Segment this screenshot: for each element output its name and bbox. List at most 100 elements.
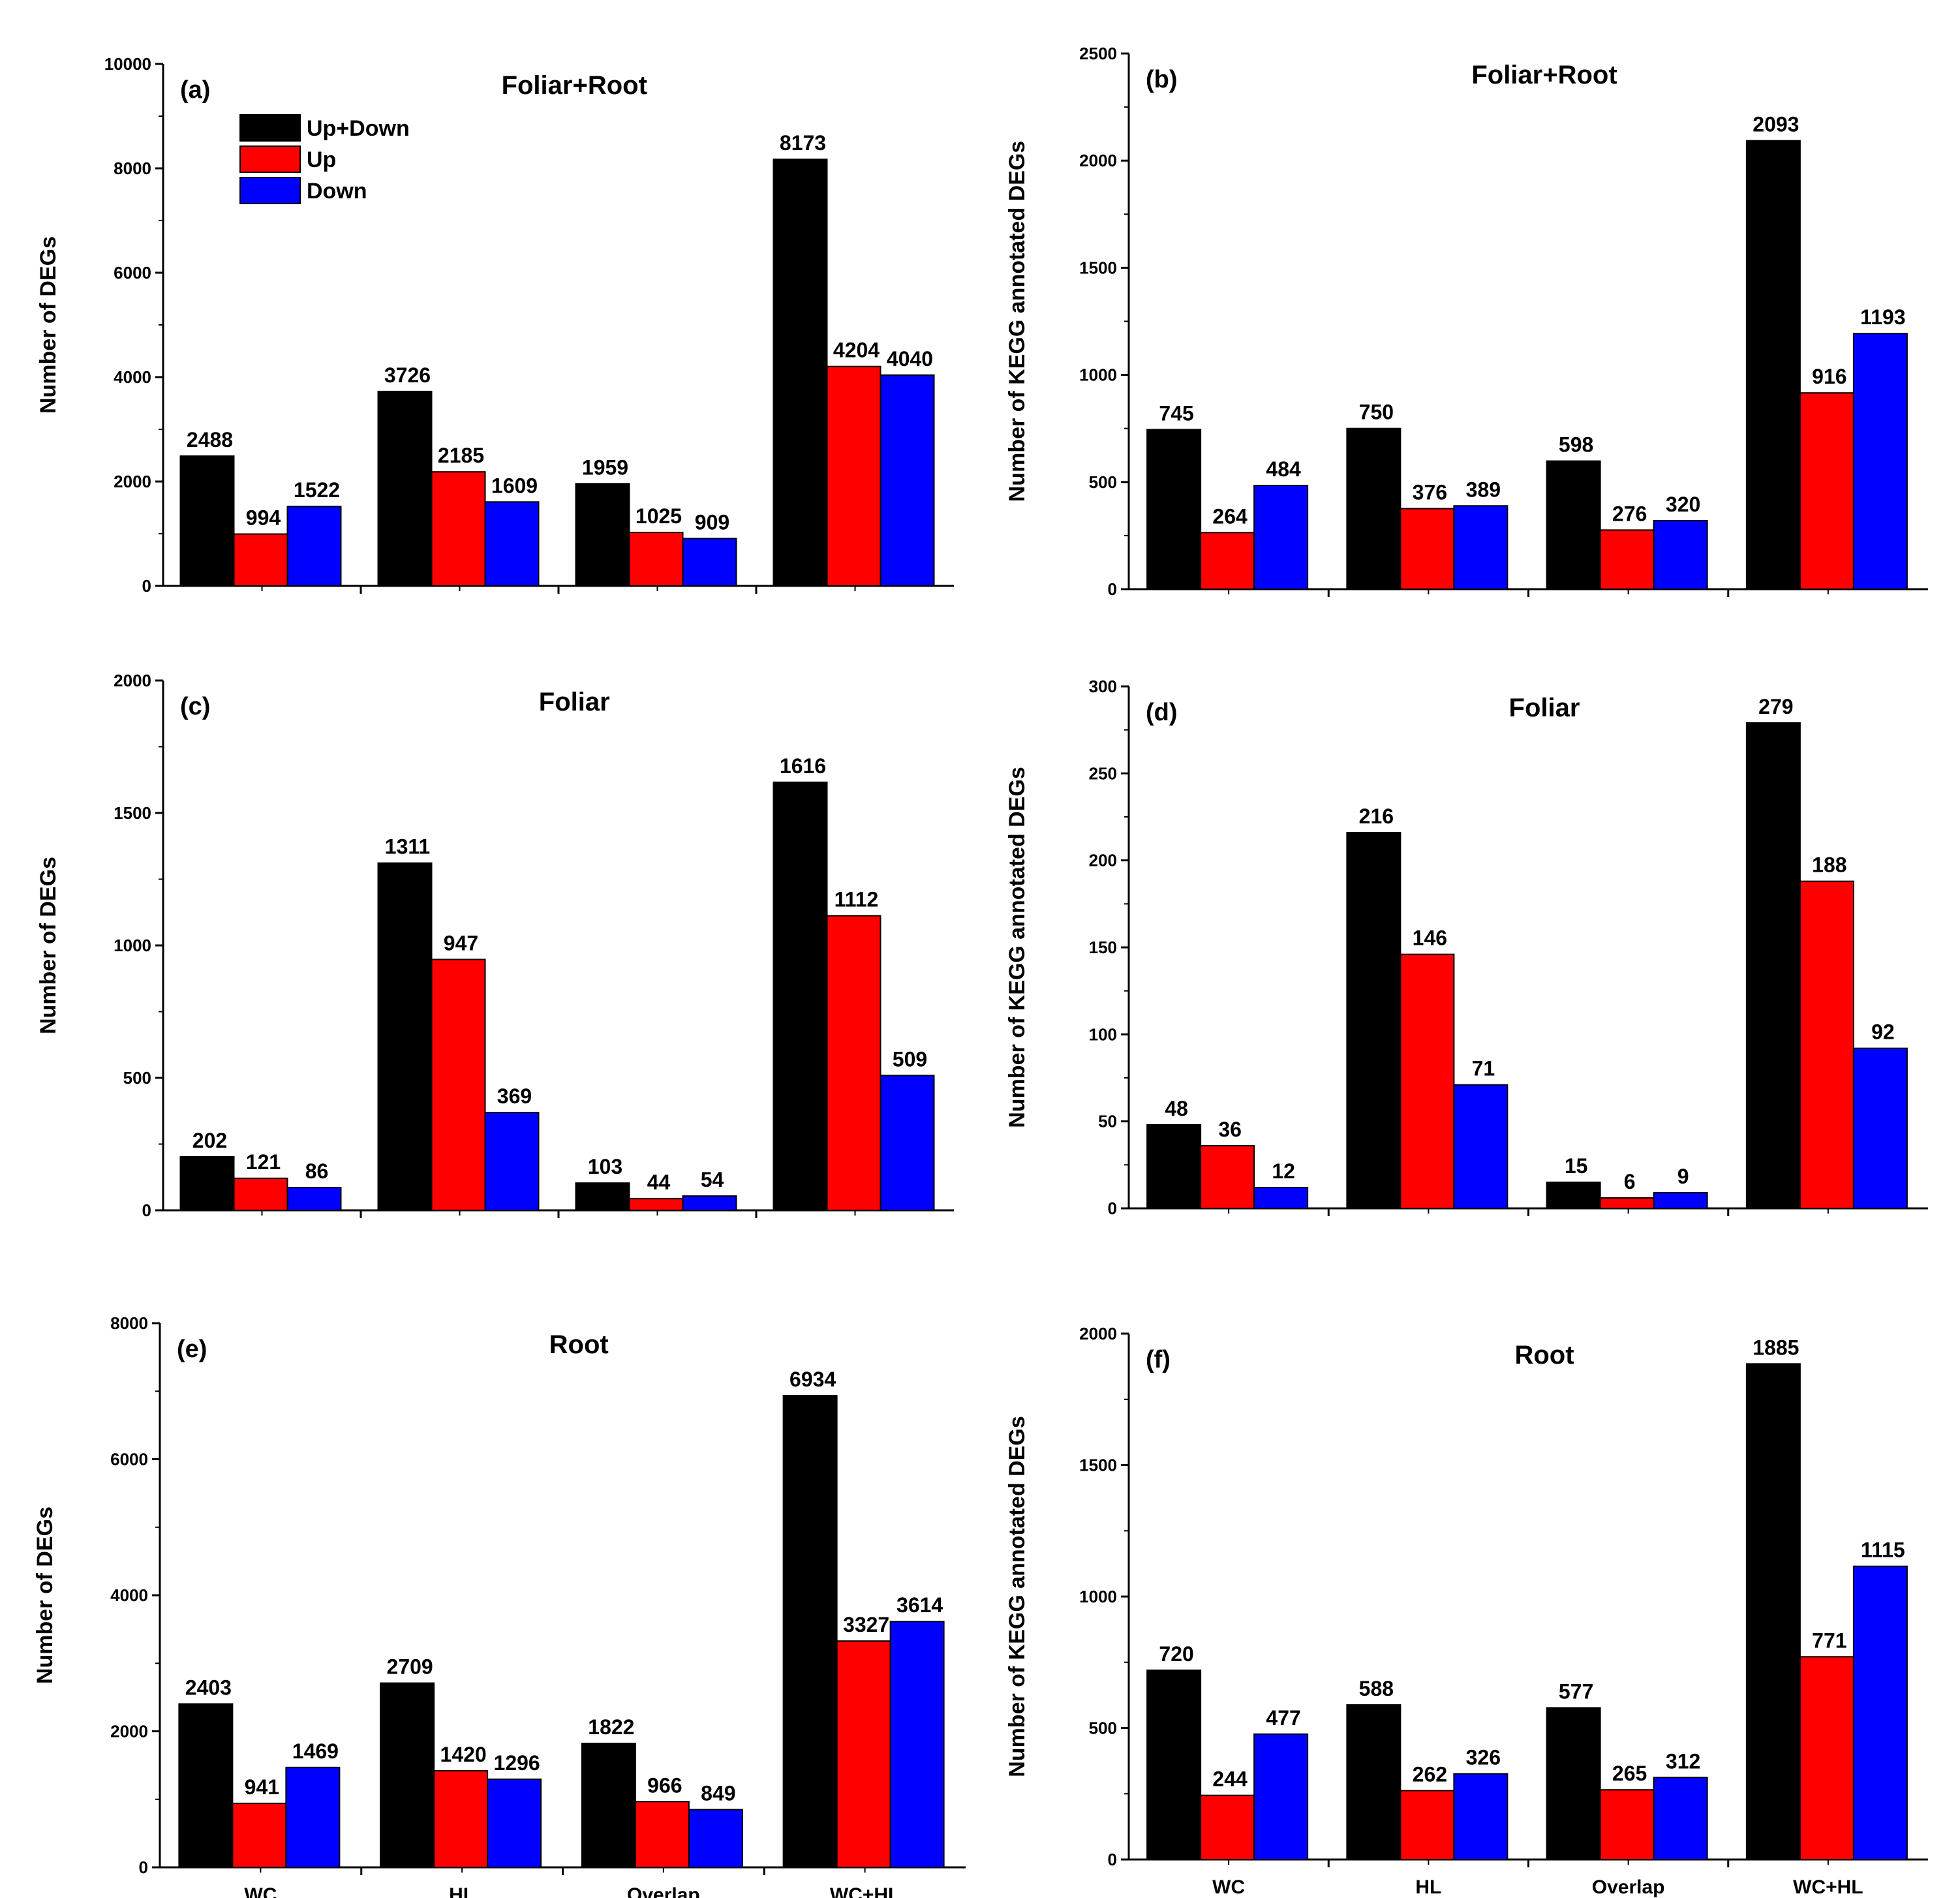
bar-value-label: 3614 bbox=[896, 1593, 943, 1617]
bar-value-label: 598 bbox=[1559, 433, 1593, 457]
bar-value-label: 1959 bbox=[582, 455, 628, 479]
panel-f: 0 500 1000 1500 2000 Number of KEGG annotated… bbox=[1005, 1324, 1928, 1898]
bar-value-label: 2403 bbox=[185, 1676, 232, 1699]
bar-up-down bbox=[782, 1395, 838, 1869]
bar-up bbox=[431, 958, 486, 1211]
bar-up-down bbox=[380, 1682, 435, 1868]
bar-value-label: 9 bbox=[1677, 1165, 1689, 1188]
bar-up bbox=[634, 1801, 690, 1868]
bar-value-label: 121 bbox=[246, 1150, 281, 1174]
bar-value-label: 188 bbox=[1812, 853, 1846, 877]
bar-up-down bbox=[1346, 1704, 1401, 1860]
bar-up bbox=[826, 365, 881, 587]
panel-title: Foliar+Root bbox=[1471, 61, 1617, 89]
bar-value-label: 2185 bbox=[438, 444, 484, 467]
bar-value-label: 484 bbox=[1266, 457, 1301, 481]
panel-title: Root bbox=[1514, 1341, 1574, 1370]
y-tick-label: 250 bbox=[1089, 763, 1117, 783]
y-tick-label: 0 bbox=[142, 576, 151, 596]
bar-up bbox=[1200, 532, 1255, 590]
bar-value-label: 146 bbox=[1413, 926, 1447, 950]
bar-value-label: 1296 bbox=[494, 1751, 540, 1775]
bar-down bbox=[1253, 1733, 1309, 1861]
bar-up-down bbox=[1546, 1707, 1601, 1860]
bar-value-label: 477 bbox=[1266, 1706, 1300, 1730]
bar-up bbox=[1400, 508, 1455, 590]
bar-value-label: 1469 bbox=[292, 1739, 339, 1763]
bar-up-down bbox=[1146, 429, 1202, 590]
bar-up bbox=[628, 1198, 684, 1211]
panel-label: (b) bbox=[1146, 66, 1178, 93]
y-tick-label: 6000 bbox=[110, 1450, 148, 1469]
bar-down bbox=[880, 374, 935, 587]
bar-up-down bbox=[178, 1703, 234, 1869]
bar-up bbox=[1799, 880, 1854, 1209]
y-axis-title: Number of KEGG annotated DEGs bbox=[1005, 141, 1030, 502]
bar-down bbox=[688, 1809, 743, 1868]
bar-value-label: 6934 bbox=[789, 1368, 836, 1391]
legend-label: Up bbox=[307, 147, 336, 172]
x-category-label: Overlap bbox=[1592, 1876, 1665, 1898]
bar-up-down bbox=[1146, 1669, 1202, 1861]
bar-down bbox=[880, 1075, 935, 1211]
x-category-label: WC+HL bbox=[1793, 1876, 1863, 1898]
x-category-label: WC bbox=[244, 1884, 277, 1898]
panel-label: (c) bbox=[180, 693, 210, 720]
bar-value-label: 1311 bbox=[385, 835, 430, 859]
x-category-label: HL bbox=[449, 1884, 475, 1898]
legend: Up+Down Up Down bbox=[239, 114, 410, 204]
y-tick-label: 1000 bbox=[114, 936, 151, 955]
y-tick-label: 2000 bbox=[110, 1722, 148, 1741]
bar-up bbox=[1799, 1656, 1854, 1861]
bar-value-label: 720 bbox=[1159, 1642, 1193, 1666]
bar-value-label: 3726 bbox=[384, 363, 431, 387]
bar-up bbox=[1799, 392, 1854, 590]
panel-title: Foliar bbox=[1509, 694, 1580, 722]
bar-up bbox=[1400, 1790, 1455, 1861]
bar-value-label: 966 bbox=[647, 1773, 682, 1797]
y-tick-label: 500 bbox=[1089, 1719, 1117, 1738]
y-tick-label: 0 bbox=[1108, 1199, 1117, 1218]
y-tick-label: 4000 bbox=[114, 367, 151, 387]
bar-up bbox=[826, 915, 881, 1211]
bar-value-label: 941 bbox=[245, 1775, 279, 1799]
legend-swatch-up-down bbox=[239, 114, 301, 142]
bar-up-down bbox=[773, 159, 828, 587]
panel-b: 0 500 1000 1500 2000 2500 Number of KEGG annot… bbox=[1005, 44, 1928, 599]
bar-down bbox=[682, 538, 737, 587]
bar-down bbox=[1852, 1047, 1908, 1209]
panel-label: (a) bbox=[180, 76, 210, 104]
bar-value-label: 1822 bbox=[588, 1715, 634, 1739]
bar-value-label: 909 bbox=[695, 510, 729, 534]
y-tick-label: 1500 bbox=[1079, 258, 1117, 277]
x-category-label: HL bbox=[1415, 1876, 1441, 1898]
bar-up bbox=[1599, 1789, 1655, 1861]
bar-value-label: 36 bbox=[1218, 1118, 1242, 1141]
y-tick-label: 2000 bbox=[114, 472, 151, 491]
panel-c: 0 500 1000 1500 2000 Number of DEGs (c) Foliar 2… bbox=[36, 671, 954, 1220]
bar-up-down bbox=[575, 483, 630, 587]
bar-value-label: 15 bbox=[1565, 1154, 1588, 1178]
y-tick-label: 200 bbox=[1089, 851, 1117, 870]
bar-down bbox=[1453, 1773, 1508, 1861]
bar-value-label: 389 bbox=[1466, 478, 1501, 501]
y-tick-label: 6000 bbox=[114, 263, 151, 283]
y-axis-title: Number of DEGs bbox=[33, 1507, 57, 1684]
bar-value-label: 326 bbox=[1466, 1746, 1501, 1769]
legend-swatch-up bbox=[239, 145, 301, 173]
bar-value-label: 12 bbox=[1272, 1159, 1295, 1183]
bar-value-label: 54 bbox=[701, 1168, 724, 1191]
bar-value-label: 509 bbox=[893, 1047, 927, 1071]
y-axis-title: Number of KEGG annotated DEGs bbox=[1005, 1416, 1030, 1777]
bar-value-label: 1193 bbox=[1860, 305, 1905, 329]
bar-value-label: 369 bbox=[497, 1084, 532, 1108]
bar-up-down bbox=[1546, 460, 1601, 590]
bar-up bbox=[431, 471, 486, 587]
bar-up-down bbox=[1745, 1363, 1801, 1860]
bar-value-label: 262 bbox=[1413, 1762, 1447, 1786]
bar-value-label: 745 bbox=[1159, 401, 1193, 425]
y-tick-label: 2500 bbox=[1079, 44, 1117, 63]
bar-up-down bbox=[179, 1156, 235, 1212]
bar-value-label: 1885 bbox=[1753, 1336, 1799, 1359]
